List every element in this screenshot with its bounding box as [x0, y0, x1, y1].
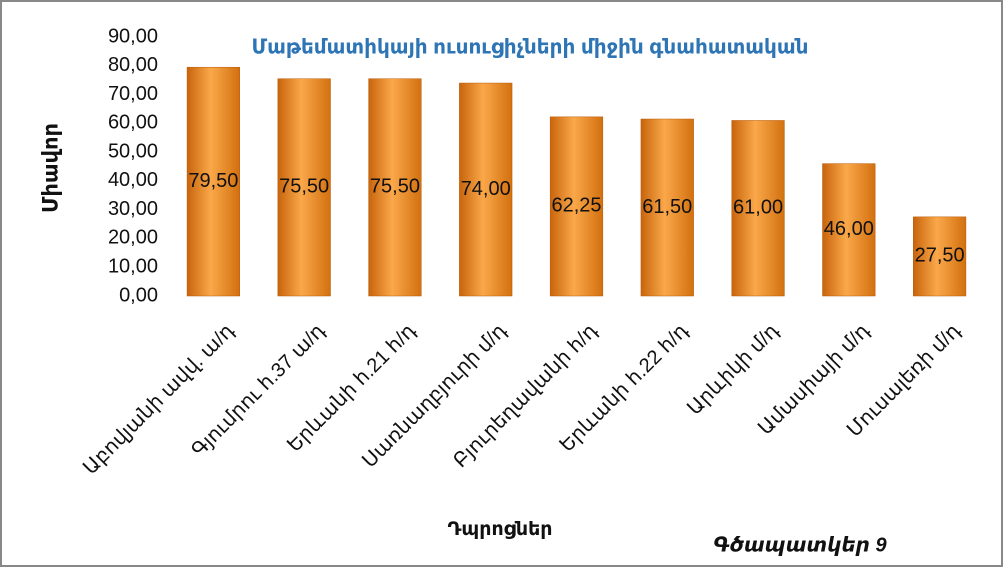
bar — [731, 120, 785, 297]
value-label: 61,50 — [642, 196, 692, 218]
value-label: 75,50 — [279, 176, 329, 198]
value-label: 61,00 — [733, 197, 783, 219]
bar — [186, 66, 240, 297]
bar — [640, 118, 694, 297]
bar — [549, 116, 604, 297]
bar — [277, 78, 331, 297]
y-tick-label: 60,00 — [108, 112, 158, 134]
bar — [822, 163, 876, 297]
y-tick-label: 10,00 — [108, 256, 158, 278]
bar — [459, 82, 513, 297]
y-tick-label: 90,00 — [108, 25, 158, 47]
y-tick-label: 70,00 — [108, 83, 158, 105]
y-tick-label: 80,00 — [108, 54, 158, 76]
y-tick-label: 50,00 — [108, 140, 158, 162]
y-tick-label: 0,00 — [119, 284, 158, 306]
y-axis-label: Միավոր — [40, 123, 63, 213]
value-label: 46,00 — [824, 218, 874, 240]
value-label: 62,25 — [551, 195, 601, 217]
value-label: 74,00 — [461, 178, 511, 200]
value-label: 79,50 — [188, 170, 238, 192]
y-tick-label: 40,00 — [108, 169, 158, 191]
x-axis-label: Դպրոցներ — [448, 519, 553, 540]
y-tick-label: 30,00 — [108, 198, 158, 220]
bar — [368, 78, 422, 297]
annotation: Գծապատկեր 9 — [713, 534, 887, 556]
chart-title: Մաթեմատիկայի ուսուցիչների միջին գնահատակ… — [251, 36, 808, 58]
value-label: 75,50 — [370, 176, 420, 198]
y-tick-label: 20,00 — [108, 227, 158, 249]
bar — [913, 216, 967, 297]
value-label: 27,50 — [915, 245, 965, 267]
